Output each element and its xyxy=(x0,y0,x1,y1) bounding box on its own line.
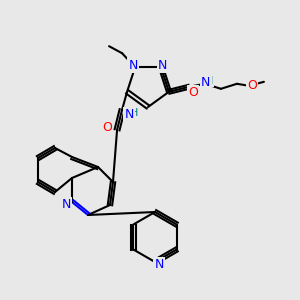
Text: N: N xyxy=(158,59,168,72)
Text: N: N xyxy=(128,59,138,72)
Text: N: N xyxy=(124,108,134,121)
Text: N: N xyxy=(61,199,71,212)
Text: O: O xyxy=(247,79,257,92)
Text: O: O xyxy=(102,121,112,134)
Text: N: N xyxy=(201,76,211,89)
Text: O: O xyxy=(188,86,198,99)
Text: N: N xyxy=(154,259,164,272)
Text: H: H xyxy=(130,108,138,118)
Text: H: H xyxy=(205,76,213,86)
